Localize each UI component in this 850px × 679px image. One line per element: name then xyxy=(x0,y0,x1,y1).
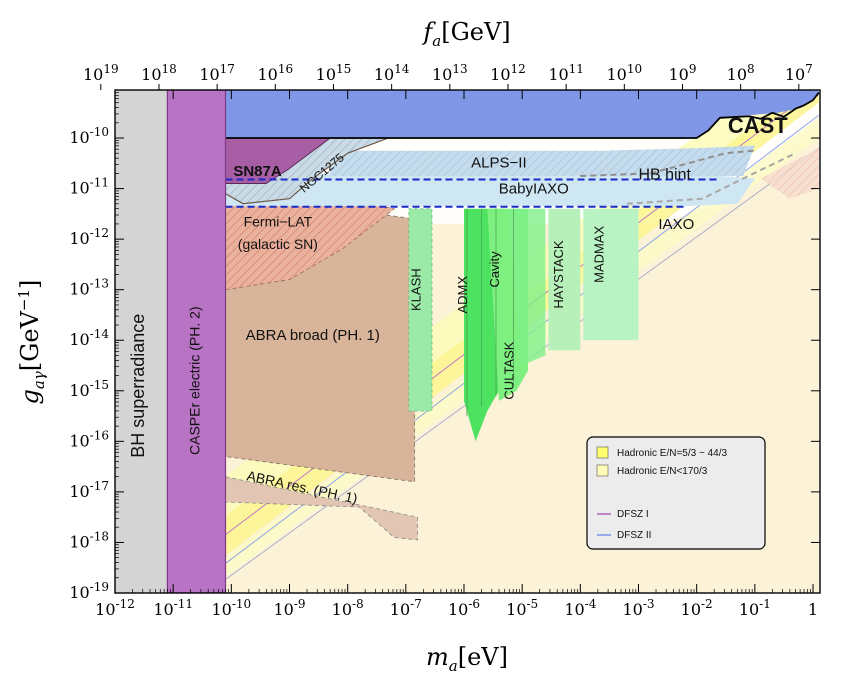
label-cavity: Cavity xyxy=(487,251,502,288)
legend-label: Hadronic E/N=5/3 − 44/3 xyxy=(617,448,728,459)
top-tick-label: 1015 xyxy=(316,62,352,84)
label-babyiaxo: BabyIAXO xyxy=(499,181,569,198)
legend-label: DFSZ I xyxy=(617,509,649,520)
label-haystack: HAYSTACK xyxy=(551,240,566,308)
top-tick-label: 1011 xyxy=(548,62,584,84)
y-tick-label: 10-17 xyxy=(69,479,109,501)
plot-frame xyxy=(114,89,821,594)
x-tick-label: 10-6 xyxy=(448,597,480,619)
label-cast: CAST xyxy=(728,113,788,138)
region-alps-ii xyxy=(330,150,604,176)
x-tick-label: 10-9 xyxy=(273,597,305,619)
y-tick-label: 10-14 xyxy=(69,327,109,349)
legend-swatch xyxy=(596,464,609,477)
top-tick-label: 108 xyxy=(727,62,755,84)
x-tick-label: 10-1 xyxy=(739,597,771,619)
label-bh-superradiance: BH superradiance xyxy=(128,314,148,458)
region-madmax xyxy=(583,208,639,341)
label-hb-hint: HB hint xyxy=(638,166,691,183)
top-tick-label: 1014 xyxy=(374,62,410,84)
label-admx: ADMX xyxy=(455,276,470,314)
x-tick-label: 10-8 xyxy=(332,597,364,619)
y-axis-title: gaγ[GeV−1] xyxy=(15,280,48,405)
region-cultask xyxy=(507,208,546,366)
legend-frame xyxy=(586,436,766,550)
top-tick-label: 1010 xyxy=(606,62,642,84)
label-cultask: CULTASK xyxy=(501,341,516,399)
x-axis-title: ma[eV] xyxy=(426,643,508,675)
y-tick-label: 10-19 xyxy=(69,580,109,602)
iaxo-boundary xyxy=(626,152,797,205)
y-tick-label: 10-16 xyxy=(69,428,109,450)
x-tick-label: 10-5 xyxy=(506,597,538,619)
top-tick-label: 1013 xyxy=(432,62,468,84)
y-tick-label: 10-12 xyxy=(69,226,109,248)
region-bh-superradiance xyxy=(115,90,168,593)
axes: 10-12 10-11 10-10 10-9 10-8 10-7 10-6 10-5 10-4 1… xyxy=(69,62,821,619)
x-tick-label: 10-4 xyxy=(564,597,596,619)
label-iaxo: IAXO xyxy=(658,216,694,233)
y-tick-label: 10-10 xyxy=(69,125,109,147)
y-tick-label: 10-18 xyxy=(69,529,109,551)
cast-boundary xyxy=(225,91,820,139)
x-tick-label: 10-7 xyxy=(390,597,422,619)
y-tick-label: 10-15 xyxy=(69,378,109,400)
legend: Hadronic E/N=5/3 − 44/3 Hadronic E/N<170/… xyxy=(586,436,766,550)
region-babyiaxo xyxy=(225,173,685,207)
x-tick-label: 10-10 xyxy=(211,597,251,619)
x-tick-label: 10-3 xyxy=(622,597,654,619)
alps-boundary xyxy=(580,149,755,177)
legend-label: Hadronic E/N<170/3 xyxy=(617,466,708,477)
label-madmax: MADMAX xyxy=(592,225,607,282)
region-haystack xyxy=(548,208,581,351)
label-abra-broad: ABRA broad (PH. 1) xyxy=(246,327,380,344)
top-tick-label: 107 xyxy=(785,62,813,84)
top-tick-label: 1012 xyxy=(490,62,526,84)
top-tick-label: 1016 xyxy=(257,62,293,84)
label-fermi-lat-sub: (galactic SN) xyxy=(238,236,318,252)
x-tick-label: 10-11 xyxy=(153,597,193,619)
x-tick-label-one: 1 xyxy=(808,600,818,619)
region-cast xyxy=(225,90,819,138)
label-casper: CASPEr electric (PH. 2) xyxy=(186,306,202,455)
region-hb-hatch xyxy=(760,148,819,199)
x-tick-label: 10-12 xyxy=(95,597,135,619)
label-sn87a: SN87A xyxy=(233,163,282,180)
region-alps-ii-tail xyxy=(603,145,755,176)
label-klash: KLASH xyxy=(408,268,423,311)
top-tick-label: 1017 xyxy=(199,62,235,84)
top-tick-label: 1019 xyxy=(83,62,119,84)
top-axis-title: fa[GeV] xyxy=(421,18,510,50)
region-casper xyxy=(166,90,227,593)
x-tick-label: 10-2 xyxy=(681,597,713,619)
legend-swatch xyxy=(596,446,609,459)
top-tick-label: 1018 xyxy=(141,62,177,84)
y-tick-label: 10-13 xyxy=(69,277,109,299)
y-tick-label: 10-11 xyxy=(69,176,109,198)
label-fermi-lat: Fermi−LAT xyxy=(244,213,313,229)
region-klash xyxy=(408,208,433,412)
label-alps-ii: ALPS−II xyxy=(471,154,526,171)
legend-label: DFSZ II xyxy=(617,530,651,541)
top-tick-label: 109 xyxy=(668,62,696,84)
